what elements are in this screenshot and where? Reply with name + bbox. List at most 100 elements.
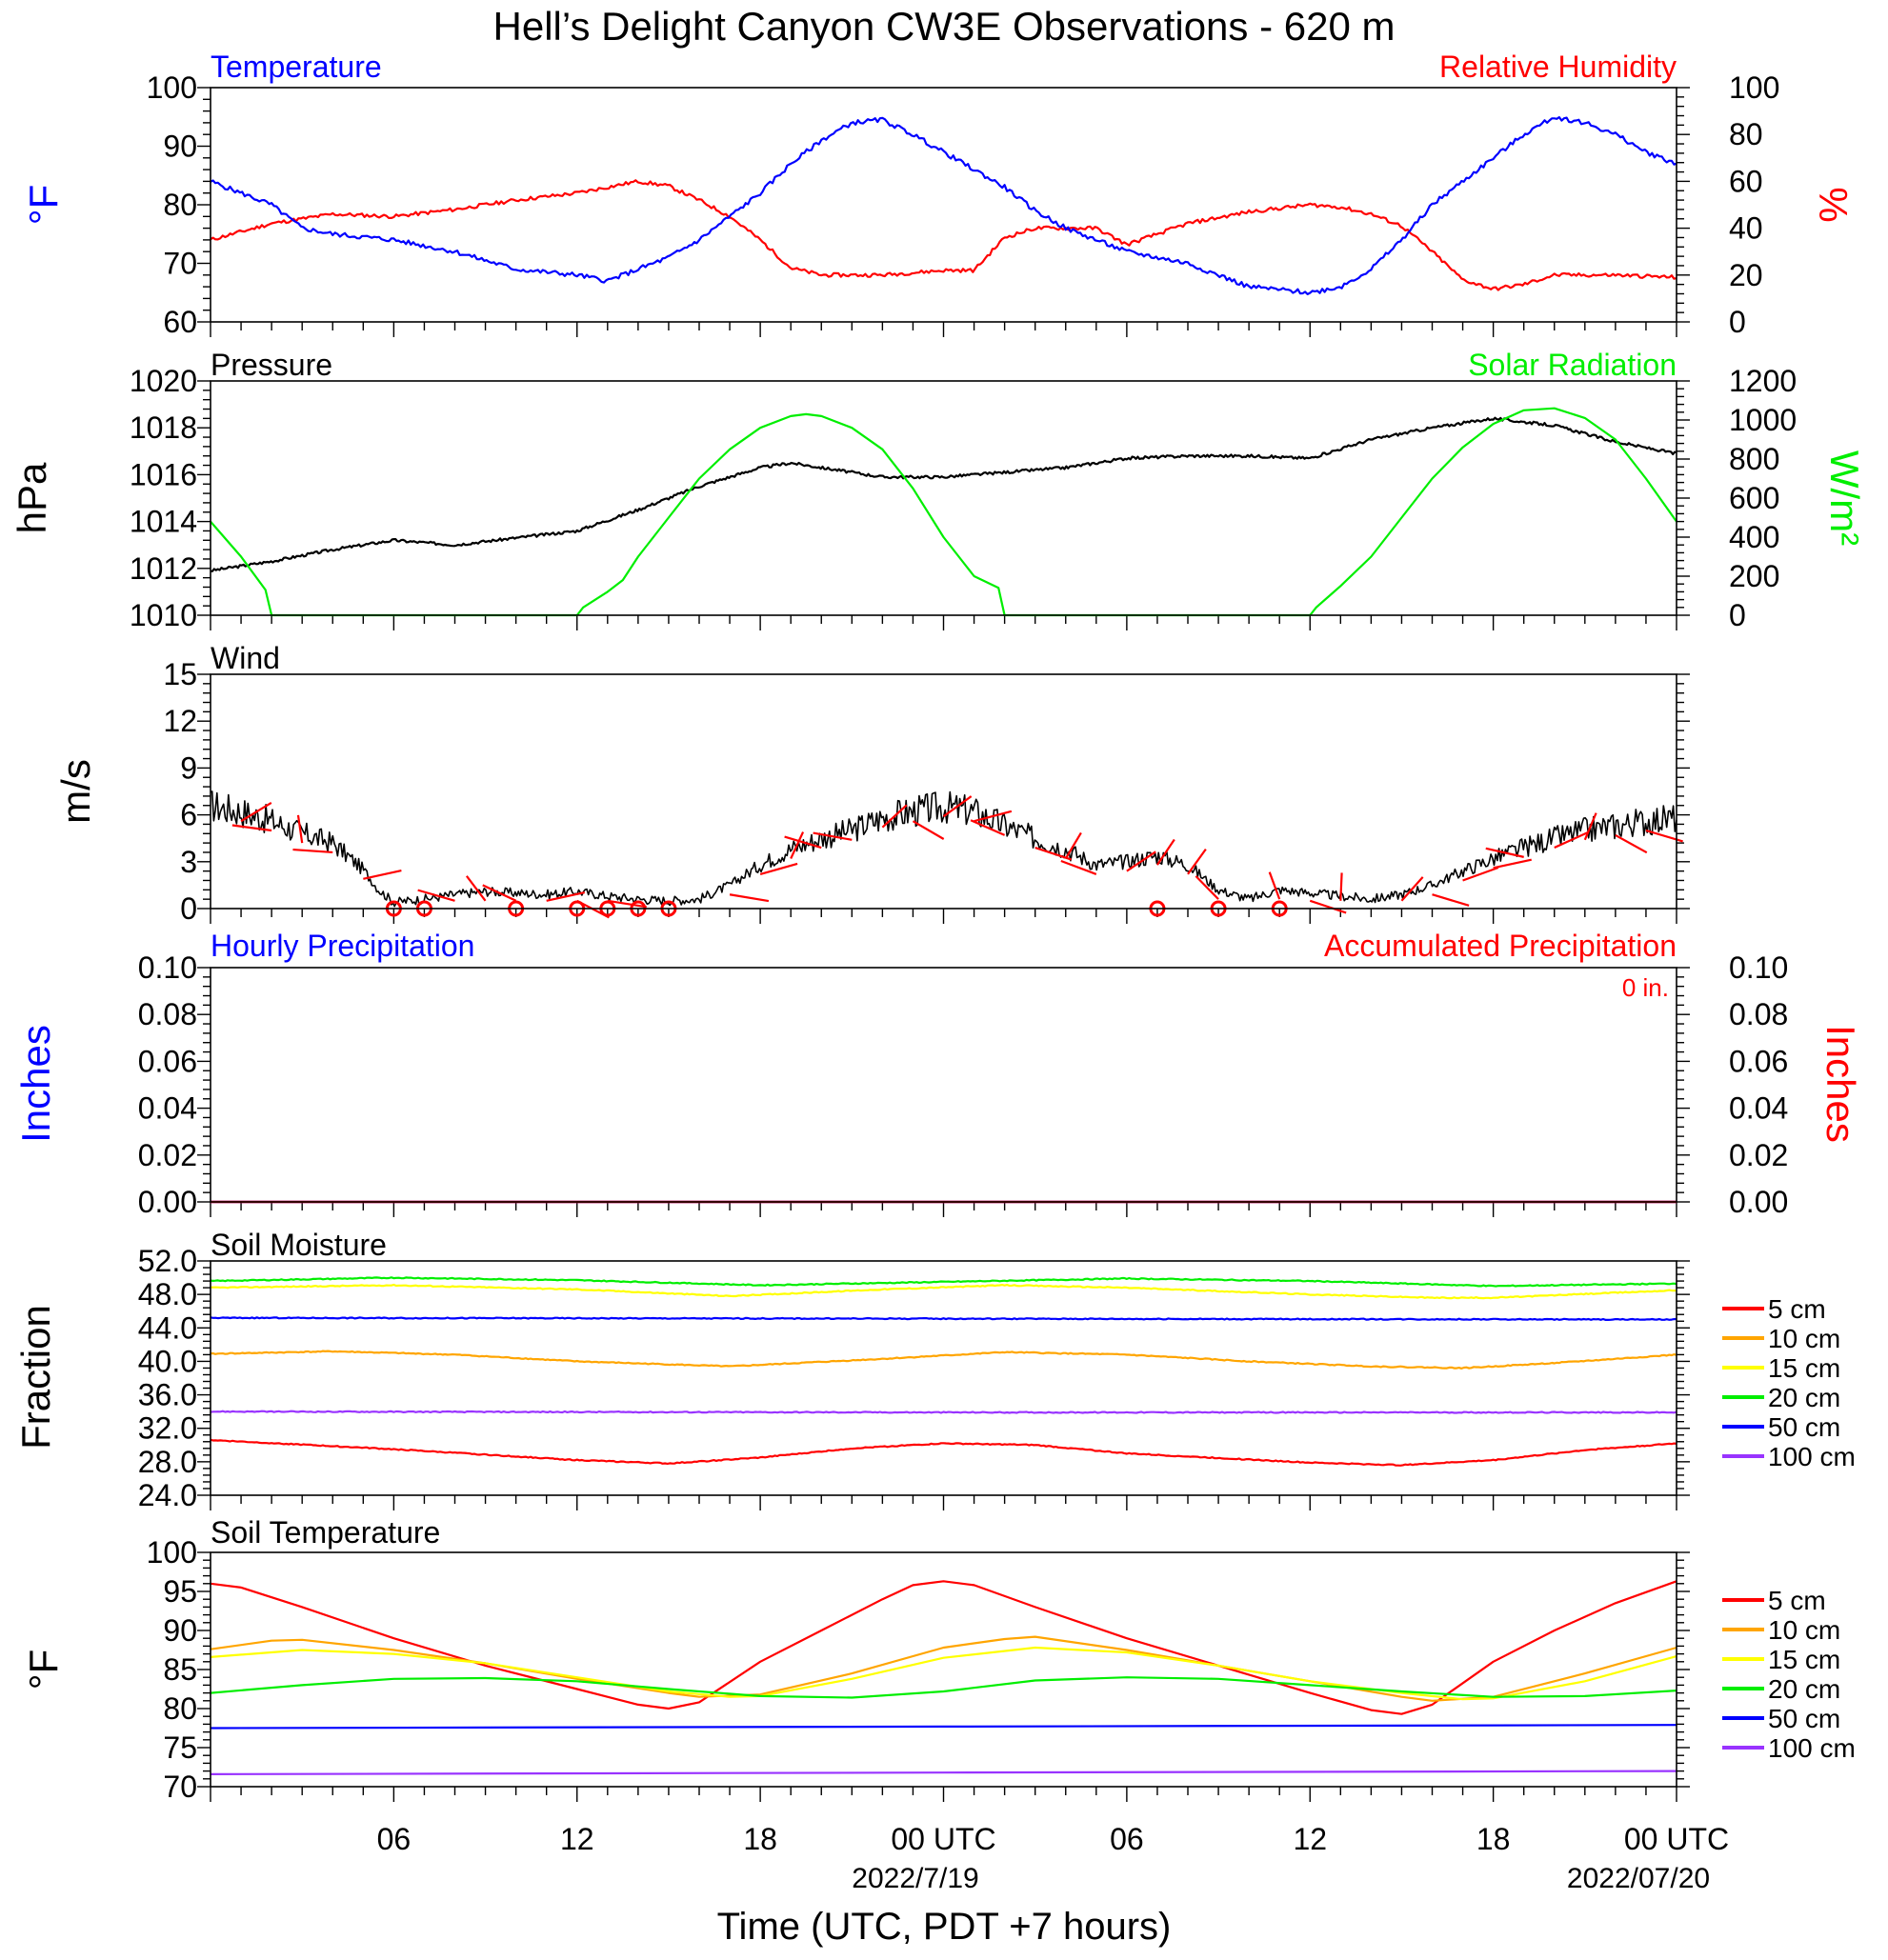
soil-temp-title: Soil Temperature [211,1515,440,1550]
y-tick-label: 100 [147,1535,197,1570]
wind-barb [607,899,647,909]
panel-pressure-solar: Pressure Solar Radiation hPa W/m² 102010… [10,348,1867,632]
y2-tick-label: 0.04 [1729,1091,1788,1126]
wind-barb [546,890,586,902]
wind-barb [1485,847,1524,858]
y2-tick-label: 0.02 [1729,1138,1788,1172]
wind-barb [482,884,517,902]
legend-label: 15 cm [1768,1353,1840,1383]
soil-temp-line [210,1646,1677,1701]
soil-moisture-title: Soil Moisture [211,1228,387,1262]
solar-title: Solar Radiation [1468,348,1677,382]
wind-barb [1064,831,1082,860]
wind-barb [1462,866,1499,882]
panel-2-ticks [197,380,1690,630]
y2-tick-label: 800 [1729,442,1779,476]
y-tick-label: 1020 [130,364,197,398]
x-tick-label: 12 [560,1822,594,1856]
x-tick-label: 12 [1293,1822,1327,1856]
y-tick-label: 90 [163,1613,197,1648]
soil-moisture-tick-labels: 52.048.044.040.036.032.028.024.0 [138,1244,197,1512]
panel-5-frame [210,1260,1677,1496]
wind-barb [417,889,455,902]
y-tick-label: 48.0 [138,1277,197,1311]
legend-label: 20 cm [1768,1674,1840,1704]
wind-barb [1432,893,1470,907]
soil-moisture-line [210,1410,1677,1414]
wind-barb [1187,849,1207,875]
date-label-1: 2022/7/19 [852,1863,978,1894]
y-tick-label: 80 [163,1691,197,1726]
wind-barb [1195,875,1219,900]
temperature-line [210,116,1677,295]
panel-1-lines [210,116,1677,295]
legend-label: 5 cm [1768,1586,1826,1615]
y2-tick-label: 60 [1729,164,1763,198]
y-tick-label: 36.0 [138,1378,197,1412]
chart-title: Hell’s Delight Canyon CW3E Observations … [493,4,1396,49]
soil-moisture-line [210,1350,1677,1370]
y-tick-label: 75 [163,1730,197,1765]
soil-moisture-unit: Fraction [13,1305,58,1450]
hourly-precip-tick-labels: 0.10 0.08 0.06 0.04 0.02 0.00 [138,950,197,1219]
pressure-title: Pressure [211,348,332,382]
soil-temp-line [210,1770,1677,1775]
y-tick-label: 1010 [130,598,197,632]
pressure-unit: hPa [10,462,54,533]
wind-barb [1126,850,1156,872]
panel-3-ticks [197,673,1690,924]
wind-speed-line [210,790,1677,908]
legend-label: 100 cm [1768,1733,1856,1763]
panel-1-ticks [197,87,1690,337]
y-tick-label: 100 [147,70,197,105]
y-tick-label: 0.04 [138,1091,197,1126]
legend-label: 100 cm [1768,1442,1856,1471]
y-tick-label: 52.0 [138,1244,197,1278]
panel-4-frame [210,967,1677,1203]
panel-6-ticks [197,1551,1690,1802]
solar-tick-labels: 1200 1000 800 600 400 200 0 [1729,364,1797,632]
panel-2-frame [210,380,1677,616]
rh-line [210,179,1677,291]
wind-barb [970,819,1006,836]
wind-barb [881,804,908,829]
y-tick-label: 0.10 [138,950,197,985]
wind-barb [813,831,853,841]
wind-barb [1309,899,1347,914]
soil-temp-unit: °F [21,1650,66,1690]
y-tick-label: 24.0 [138,1478,197,1512]
wind-barb [1493,858,1532,870]
y-tick-label: 0.08 [138,997,197,1031]
wind-barb [784,835,822,850]
date-label-2: 2022/07/20 [1567,1863,1710,1894]
x-axis-title: Time (UTC, PDT +7 hours) [717,1906,1172,1948]
y2-tick-label: 200 [1729,559,1779,593]
wind-barb [1400,876,1424,902]
wind-barb [240,801,272,823]
y2-tick-label: 40 [1729,211,1763,246]
accum-precip-tick-labels: 0.10 0.08 0.06 0.04 0.02 0.00 [1729,950,1788,1219]
x-tick-label: 18 [1476,1822,1511,1856]
y-tick-label: 3 [180,845,197,879]
legend-label: 5 cm [1768,1294,1826,1324]
panel-precip: Hourly Precipitation Accumulated Precipi… [13,929,1863,1219]
y-tick-label: 40.0 [138,1344,197,1378]
y2-tick-label: 100 [1729,70,1779,105]
wind-barb [231,824,272,832]
soil-temp-line [210,1676,1677,1699]
legend-label: 10 cm [1768,1324,1840,1353]
y-tick-label: 0.02 [138,1138,197,1172]
wind-barb [1615,833,1648,854]
y-tick-label: 0.00 [138,1185,197,1219]
y2-tick-label: 0.00 [1729,1185,1788,1219]
wind-barb [296,814,304,844]
soil-moisture-line [210,1438,1677,1467]
x-tick-label: 06 [377,1822,412,1856]
hourly-precip-unit: Inches [13,1025,58,1143]
y-tick-label: 0 [180,891,197,926]
y-tick-label: 90 [163,130,197,164]
solar-line [210,407,1677,617]
y2-tick-label: 0.06 [1729,1044,1788,1078]
wind-barb [292,848,333,854]
